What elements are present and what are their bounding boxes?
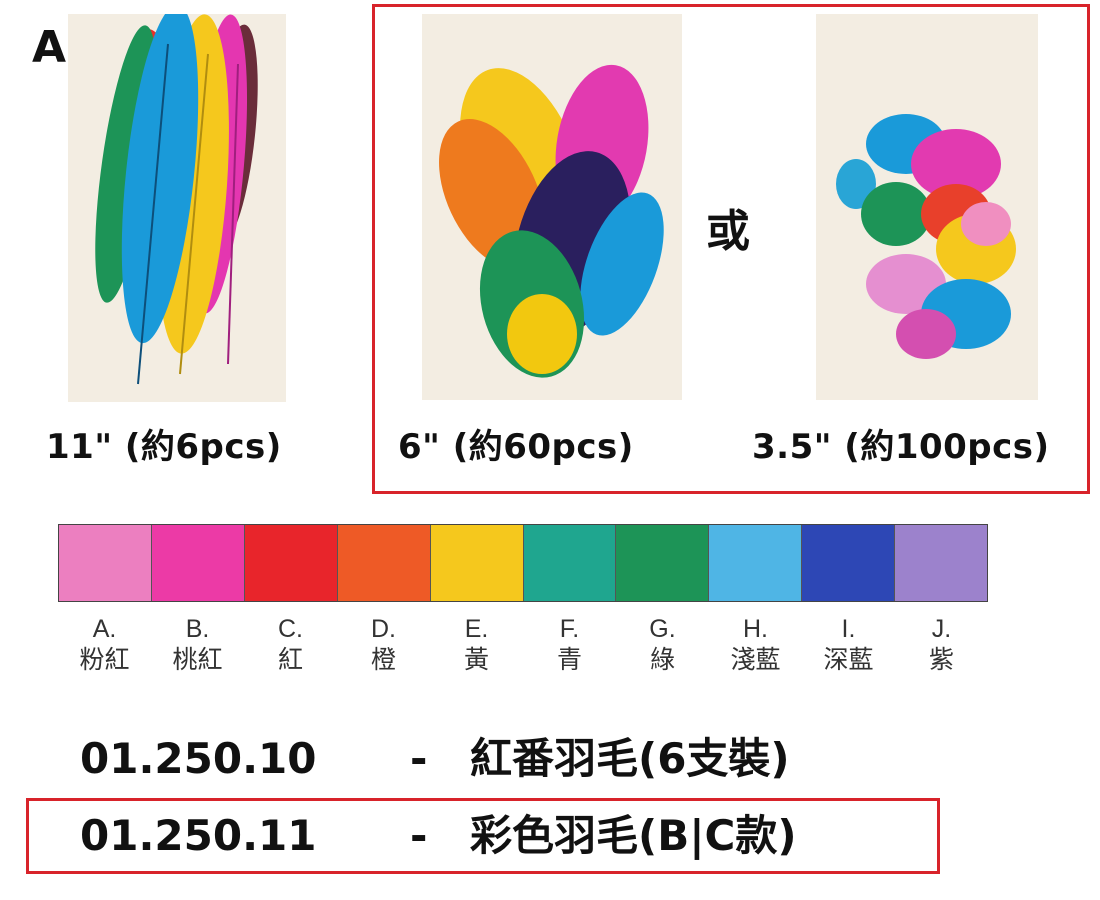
color-code: H. (743, 615, 768, 643)
sample-a-feather-photo (68, 14, 286, 402)
product-name: 彩色羽毛(B|C款) (470, 811, 797, 860)
product-line-2: 01.250.11 - 彩色羽毛(B|C款) (80, 815, 980, 865)
color-swatch (709, 525, 803, 601)
color-swatch (616, 525, 710, 601)
color-swatch (802, 525, 896, 601)
color-label: H. 淺藍 (709, 614, 802, 677)
color-swatch (523, 525, 617, 601)
sample-b-feather-photo (422, 14, 682, 400)
color-label: B. 桃紅 (151, 614, 244, 677)
color-name: 粉紅 (79, 646, 130, 675)
color-name: 深藍 (823, 646, 874, 675)
product-line-1: 01.250.10 - 紅番羽毛(6支裝) (80, 738, 980, 788)
color-name: 黃 (463, 646, 489, 675)
color-label: G. 綠 (616, 614, 709, 677)
color-label: F. 青 (523, 614, 616, 677)
color-code: I. (841, 615, 856, 643)
color-label: I. 深藍 (802, 614, 895, 677)
color-name: 橙 (370, 646, 396, 675)
color-label: D. 橙 (337, 614, 430, 677)
or-text: 或 (706, 206, 750, 257)
color-code: E. (464, 615, 489, 643)
color-label-row: A. 粉紅 B. 桃紅 C. 紅 D. 橙 E. 黃 F. 青 G. 綠 H. 淺藍 I. 深藍 J. 紫 (58, 614, 988, 677)
color-label: A. 粉紅 (58, 614, 151, 677)
color-name: 紅 (277, 646, 303, 675)
color-code: B. (185, 615, 210, 643)
color-label: J. 紫 (895, 614, 988, 677)
color-swatch-strip (58, 524, 988, 602)
product-code: 01.250.11 (80, 811, 317, 860)
color-name: 青 (556, 646, 582, 675)
color-name: 綠 (649, 646, 675, 675)
color-label: E. 黃 (430, 614, 523, 677)
sample-c-feather-photo (816, 14, 1038, 400)
color-name: 桃紅 (172, 646, 223, 675)
product-code: 01.250.10 (80, 734, 317, 783)
color-code: G. (649, 615, 676, 643)
color-name: 淺藍 (730, 646, 781, 675)
color-code: J. (931, 615, 952, 643)
color-code: D. (371, 615, 396, 643)
sample-a-letter: A (32, 22, 67, 73)
product-highlight-box (26, 798, 940, 874)
color-swatch (895, 525, 988, 601)
color-swatch (151, 525, 245, 601)
color-name: 紫 (928, 646, 954, 675)
color-code: A. (92, 615, 117, 643)
color-swatch (337, 525, 431, 601)
sample-a-size-label: 11" (約6pcs) (46, 427, 282, 467)
color-code: F. (559, 615, 580, 643)
color-label: C. 紅 (244, 614, 337, 677)
bc-highlight-box (372, 4, 1090, 494)
product-name: 紅番羽毛(6支裝) (470, 734, 790, 783)
sample-c-size-label: 3.5" (約100pcs) (752, 427, 1050, 467)
product-dash: - (410, 734, 428, 783)
sample-b-size-label: 6" (約60pcs) (398, 427, 634, 467)
color-swatch (59, 525, 152, 601)
color-code: C. (278, 615, 303, 643)
color-swatch (430, 525, 524, 601)
color-swatch (244, 525, 338, 601)
product-dash: - (410, 811, 428, 860)
